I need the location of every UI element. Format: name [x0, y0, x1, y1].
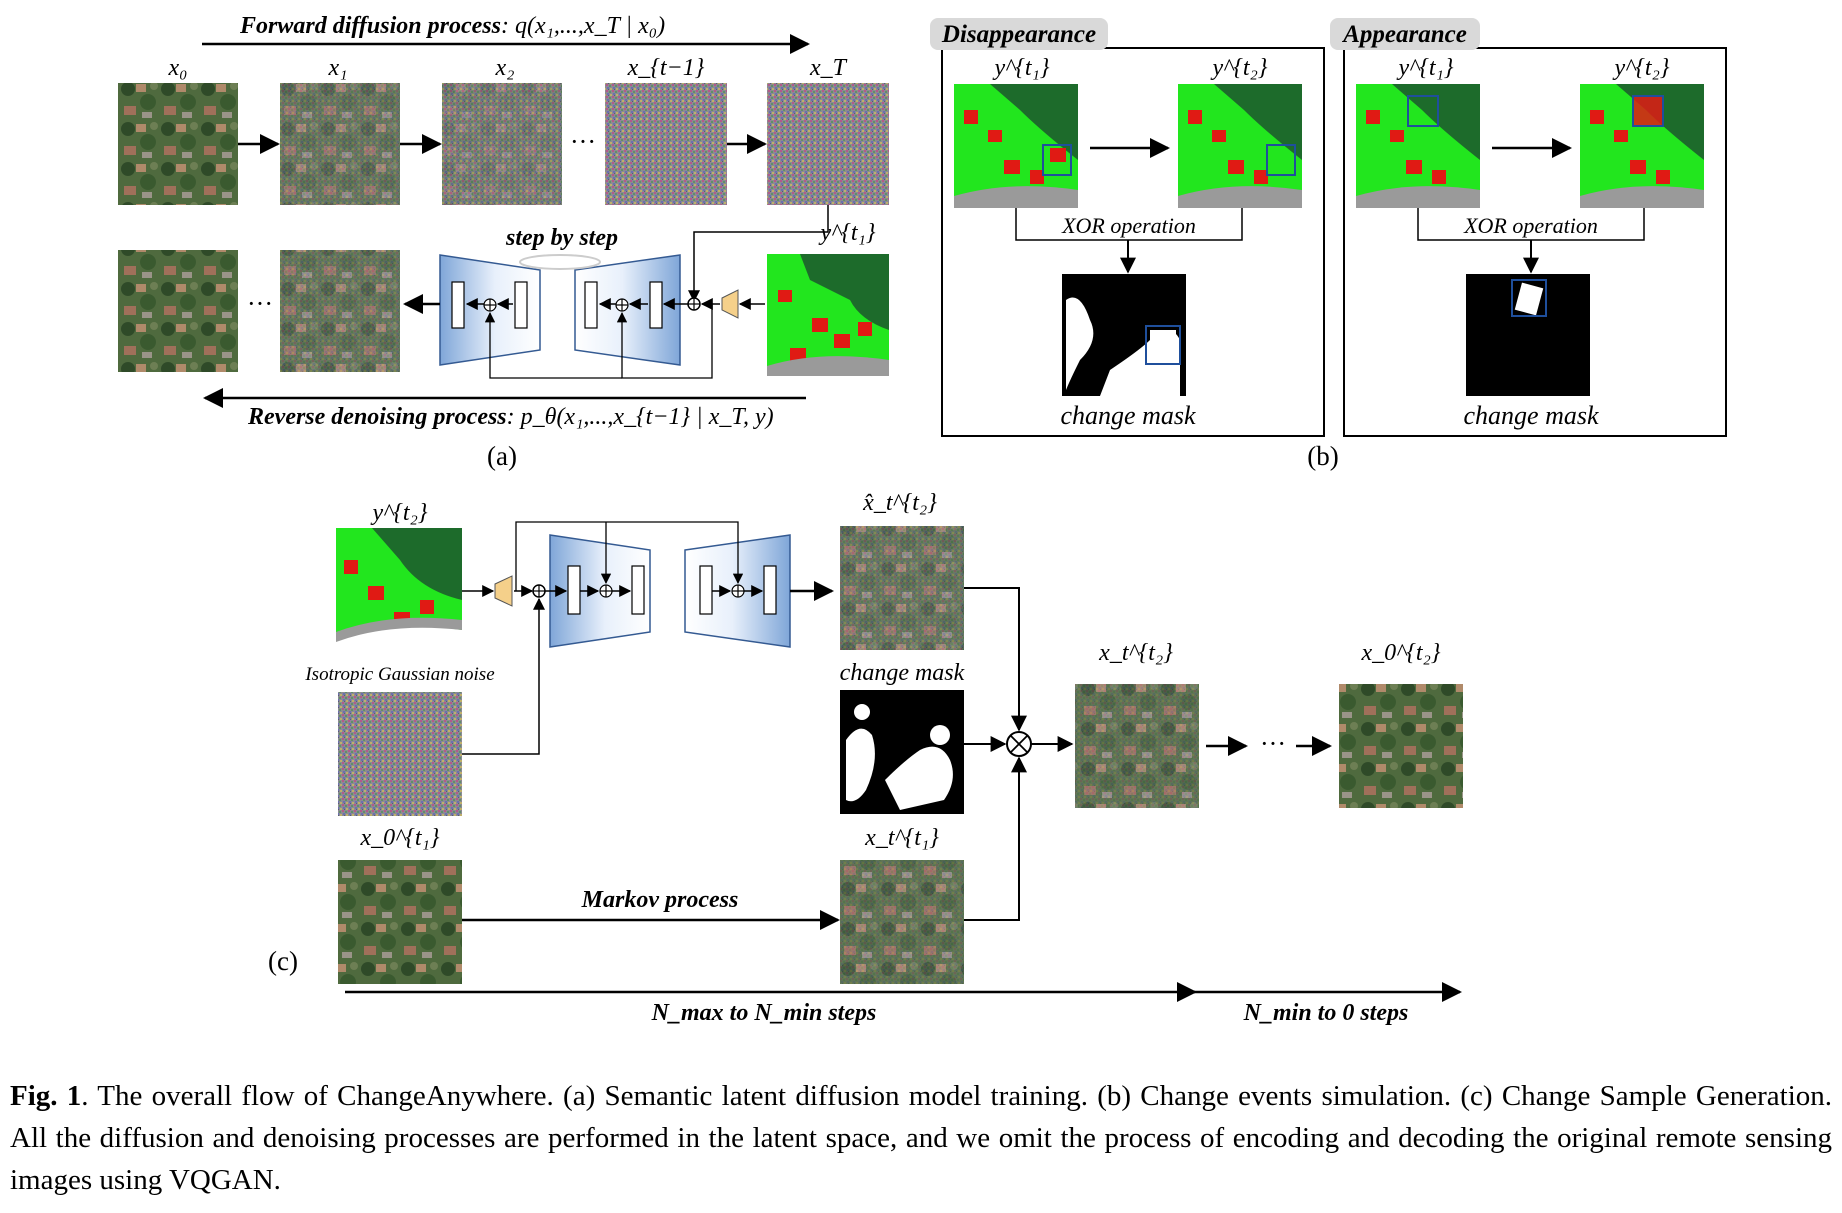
c-change-mask-label: change mask	[840, 660, 965, 686]
b-left-y1-label: y^{t₁}	[993, 55, 1050, 81]
ellipsis-bottom: ···	[247, 289, 273, 318]
panel-c-label: (c)	[268, 946, 298, 976]
x0-t2-label: x_0^{t₂}	[1361, 640, 1441, 666]
b-right-y2-label: y^{t₂}	[1613, 55, 1670, 81]
ellipsis-top: ···	[570, 127, 596, 156]
markov-process-label: Markov process	[581, 887, 739, 913]
reverse-process-label: Reverse denoising process: p_θ(x₁,...,x_…	[247, 404, 774, 430]
x1-label: x₁	[328, 55, 348, 81]
caption-fig-label: Fig. 1	[10, 1080, 82, 1112]
disappearance-title: Disappearance	[941, 21, 1096, 48]
semantic-map-a	[767, 254, 889, 376]
xt-t2-label: x_t^{t₂}	[1098, 640, 1173, 666]
semantic-map-b3	[1356, 84, 1480, 208]
change-mask-appearance	[1466, 274, 1590, 396]
panel-b-label: (b)	[1307, 441, 1338, 471]
steps-label-1: N_max to N_min steps	[651, 1000, 877, 1026]
change-mask-c	[840, 690, 964, 814]
y-t1-label-a: y^{t₁}	[819, 220, 876, 246]
change-mask-label-left: change mask	[1060, 401, 1195, 430]
image-x0-t1	[338, 860, 462, 984]
appearance-title: Appearance	[1341, 21, 1467, 48]
b-left-y2-label: y^{t₂}	[1211, 55, 1268, 81]
panel-a-label: (a)	[487, 441, 517, 471]
ellipsis-c: ···	[1260, 729, 1286, 758]
figure-caption: Fig. 1. The overall flow of ChangeAnywhe…	[10, 1075, 1832, 1201]
disappearance-tab	[930, 18, 1108, 50]
semantic-map-b4	[1580, 84, 1704, 208]
aerial-image-output	[118, 250, 238, 372]
aerial-image-x0	[118, 83, 238, 205]
noise-image-xT	[767, 83, 889, 205]
step-by-step-label: step by step	[505, 225, 618, 251]
appearance-box	[1343, 47, 1727, 437]
panel-b: Disappearance Appearance y^{t₁} y^{t₂} y…	[930, 18, 1727, 471]
caption-text: . The overall flow of ChangeAnywhere. (a…	[10, 1080, 1832, 1196]
xor-label-right: XOR operation	[1463, 213, 1598, 238]
semantic-map-b2	[1178, 84, 1302, 208]
steps-label-2: N_min to 0 steps	[1243, 1000, 1409, 1026]
isotropic-noise-label: Isotropic Gaussian noise	[304, 664, 494, 685]
c-y2-label: y^{t₂}	[371, 500, 428, 526]
semantic-map-b1	[954, 84, 1078, 208]
noise-image-xt-1	[605, 83, 727, 205]
xt-1-label: x_{t−1}	[627, 55, 705, 81]
x0-t1-label: x_0^{t₁}	[360, 825, 440, 851]
panel-c: y^{t₂} Isotropic Gaussian noise	[268, 490, 1463, 1026]
xt-t1-label: x_t^{t₁}	[864, 825, 939, 851]
xhat-t2-label: x̂_t^{t₂}	[862, 490, 937, 516]
semantic-map-c	[336, 528, 462, 654]
condition-encoder	[721, 289, 739, 319]
change-mask-label-right: change mask	[1463, 401, 1598, 430]
gaussian-noise-image	[338, 692, 462, 816]
xT-label: x_T	[809, 55, 848, 81]
xor-label-left: XOR operation	[1061, 213, 1196, 238]
appearance-tab	[1330, 18, 1480, 50]
disappearance-box	[941, 47, 1325, 437]
panel-a: Forward diffusion process: q(x₁,...,x_T …	[118, 13, 889, 471]
forward-process-label: Forward diffusion process: q(x₁,...,x_T …	[239, 13, 665, 39]
change-mask-disappearance	[1062, 274, 1186, 396]
x0-label: x₀	[168, 55, 188, 81]
generated-image-x0-t2	[1339, 684, 1463, 808]
b-right-y1-label: y^{t₁}	[1397, 55, 1454, 81]
condition-encoder-c	[494, 575, 513, 607]
x2-label: x₂	[495, 55, 515, 81]
